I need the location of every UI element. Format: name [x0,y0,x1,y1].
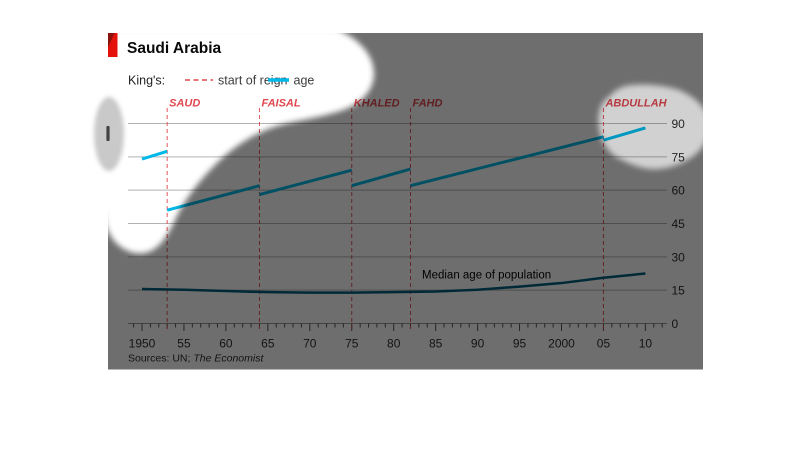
age-line-segment [141,149,168,161]
king-label: SAUD [169,98,200,110]
king-label: FAISAL [261,98,300,110]
legend-label-start-of-reign: start of reign [218,74,288,88]
light-paint-blob [598,84,703,170]
legend: King's: start of reign age [128,74,314,88]
dark-dash-artifact [106,126,110,141]
paint-overlay [108,33,703,370]
smudge-artifact [94,97,124,171]
legend-prefix: King's: [128,74,165,88]
economist-red-tab-fold [108,33,115,48]
economist-red-tab [108,33,118,57]
legend-label-age: age [294,74,315,88]
chart-title: Saudi Arabia [127,40,222,57]
dark-paint-layer [108,33,703,370]
